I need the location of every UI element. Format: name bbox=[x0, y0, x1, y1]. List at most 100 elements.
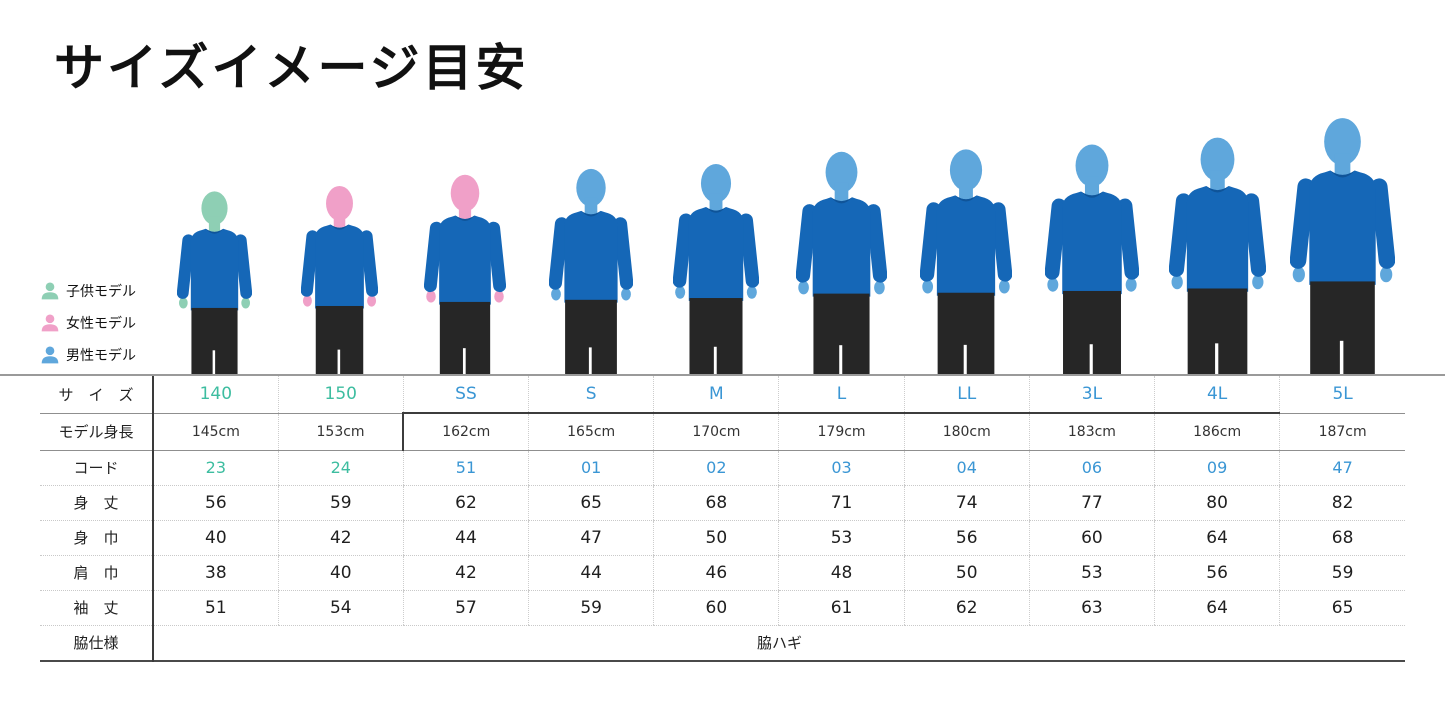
cell-body-width-col1: 42 bbox=[277, 520, 404, 556]
person-icon bbox=[41, 346, 59, 364]
cell-body-length-col0: 56 bbox=[153, 485, 279, 521]
page-title: サイズイメージ目安 bbox=[54, 39, 529, 97]
table-row-code: コード 23 24 51 01 02 03 04 06 09 47 bbox=[40, 450, 1405, 486]
cell-sleeve-length-col2: 57 bbox=[402, 590, 529, 626]
row-label-sleeve-length: 袖 丈 bbox=[40, 590, 154, 626]
cell-code-col7: 06 bbox=[1028, 450, 1155, 486]
cell-body-width-col0: 40 bbox=[153, 520, 279, 556]
cell-body-width-col8: 64 bbox=[1153, 520, 1280, 556]
cell-code-col3: 01 bbox=[528, 450, 654, 486]
row-label-size: サ イ ズ bbox=[40, 376, 154, 414]
cell-sleeve-length-col7: 63 bbox=[1028, 590, 1155, 626]
cell-size-col4: M bbox=[653, 376, 779, 414]
model-figure-graphic bbox=[1044, 144, 1139, 374]
table-row-body-length: 身 丈 56 59 62 65 68 71 74 77 80 82 bbox=[40, 485, 1405, 521]
model-figure-graphic bbox=[1289, 118, 1395, 374]
cell-model-height-col9: 187cm bbox=[1279, 413, 1405, 451]
model-figure-graphic bbox=[301, 185, 379, 374]
cell-size-col2: SS bbox=[402, 376, 529, 414]
cell-size-col8: 4L bbox=[1153, 376, 1280, 414]
cell-sleeve-length-col3: 59 bbox=[528, 590, 654, 626]
model-figure-150 bbox=[277, 0, 402, 374]
cell-sleeve-length-col5: 61 bbox=[778, 590, 905, 626]
cell-body-length-col1: 59 bbox=[277, 485, 404, 521]
cell-code-col6: 04 bbox=[903, 450, 1030, 486]
cell-model-height-col6: 180cm bbox=[903, 412, 1030, 451]
legend-item-label: 子供モデル bbox=[66, 284, 136, 300]
cell-shoulder-width-col9: 59 bbox=[1279, 555, 1405, 591]
cell-body-length-col7: 77 bbox=[1028, 485, 1155, 521]
model-figure-LL bbox=[904, 0, 1029, 374]
cell-model-height-col4: 170cm bbox=[653, 412, 779, 451]
model-figure-SS bbox=[403, 0, 528, 374]
cell-sleeve-length-col1: 54 bbox=[277, 590, 404, 626]
cell-model-height-col3: 165cm bbox=[528, 412, 654, 451]
cell-model-height-col2: 162cm bbox=[402, 412, 529, 451]
cell-body-width-col5: 53 bbox=[778, 520, 905, 556]
model-figure-graphic bbox=[920, 149, 1013, 374]
cell-body-length-col6: 74 bbox=[903, 485, 1030, 521]
cell-size-col1: 150 bbox=[277, 376, 404, 414]
cell-sleeve-length-col6: 62 bbox=[903, 590, 1030, 626]
cell-size-col9: 5L bbox=[1279, 376, 1405, 414]
cell-model-height-col8: 186cm bbox=[1153, 412, 1280, 451]
model-figure-L bbox=[779, 0, 904, 374]
models-stage: 子供モデル女性モデル男性モデル bbox=[0, 0, 1445, 376]
cell-body-width-col7: 60 bbox=[1028, 520, 1155, 556]
table-row-model-height: モデル身長 145cm 153cm 162cm 165cm 170cm 179cm 180cm… bbox=[40, 412, 1405, 451]
size-table: サ イ ズ 140 150 SS S M L LL 3L 4L 5L モデル身長 145cm 153cm 1… bbox=[40, 376, 1405, 662]
cell-body-length-col4: 68 bbox=[653, 485, 779, 521]
row-label-model-height: モデル身長 bbox=[40, 413, 154, 451]
model-figure-graphic bbox=[177, 191, 253, 374]
cell-body-length-col8: 80 bbox=[1153, 485, 1280, 521]
cell-model-height-col7: 183cm bbox=[1028, 412, 1155, 451]
legend-item-male: 男性モデル bbox=[40, 345, 152, 365]
table-row-size: サ イ ズ 140 150 SS S M L LL 3L 4L 5L bbox=[40, 376, 1405, 414]
cell-shoulder-width-col8: 56 bbox=[1153, 555, 1280, 591]
cell-shoulder-width-col2: 42 bbox=[402, 555, 529, 591]
cell-size-col5: L bbox=[778, 376, 905, 414]
cell-code-col4: 02 bbox=[653, 450, 779, 486]
cell-model-height-col1: 153cm bbox=[277, 413, 404, 451]
table-row-body-width: 身 巾 40 42 44 47 50 53 56 60 64 68 bbox=[40, 520, 1405, 556]
cell-body-length-col2: 62 bbox=[402, 485, 529, 521]
cell-shoulder-width-col1: 40 bbox=[277, 555, 404, 591]
model-figure-5L bbox=[1280, 0, 1405, 374]
cell-size-col7: 3L bbox=[1028, 376, 1155, 414]
cell-body-width-col4: 50 bbox=[653, 520, 779, 556]
model-figure-graphic bbox=[424, 174, 507, 374]
cell-sleeve-length-col4: 60 bbox=[653, 590, 779, 626]
cell-sleeve-length-col9: 65 bbox=[1279, 590, 1405, 626]
cell-body-width-col2: 44 bbox=[402, 520, 529, 556]
table-row-sleeve-length: 袖 丈 51 54 57 59 60 61 62 63 64 65 bbox=[40, 590, 1405, 626]
cell-body-length-col5: 71 bbox=[778, 485, 905, 521]
table-row-shoulder-width: 肩 巾 38 40 42 44 46 48 50 53 56 59 bbox=[40, 555, 1405, 591]
cell-shoulder-width-col6: 50 bbox=[903, 555, 1030, 591]
cell-shoulder-width-col3: 44 bbox=[528, 555, 654, 591]
person-icon bbox=[41, 282, 59, 300]
model-figure-graphic bbox=[548, 168, 633, 374]
cell-code-col9: 47 bbox=[1279, 450, 1405, 486]
cell-model-height-col0: 145cm bbox=[153, 413, 279, 451]
cell-body-length-col9: 82 bbox=[1279, 485, 1405, 521]
legend-item-label: 女性モデル bbox=[66, 316, 136, 332]
cell-sleeve-length-col8: 64 bbox=[1153, 590, 1280, 626]
model-figure-S bbox=[528, 0, 653, 374]
cell-code-col0: 23 bbox=[153, 450, 279, 486]
cell-code-col5: 03 bbox=[778, 450, 905, 486]
row-label-body-length: 身 丈 bbox=[40, 485, 154, 521]
cell-shoulder-width-col5: 48 bbox=[778, 555, 905, 591]
table-row-side-spec: 脇仕様 脇ハギ bbox=[40, 625, 1405, 662]
model-figure-140 bbox=[152, 0, 277, 374]
merged-cell-side-spec: 脇ハギ bbox=[153, 625, 1405, 662]
cell-body-length-col3: 65 bbox=[528, 485, 654, 521]
row-label-code: コード bbox=[40, 450, 154, 486]
model-legend: 子供モデル女性モデル男性モデル bbox=[40, 281, 152, 374]
size-table-body: サ イ ズ 140 150 SS S M L LL 3L 4L 5L モデル身長 145cm 153cm 1… bbox=[40, 376, 1405, 662]
cell-shoulder-width-col0: 38 bbox=[153, 555, 279, 591]
cell-shoulder-width-col7: 53 bbox=[1028, 555, 1155, 591]
cell-model-height-col5: 179cm bbox=[778, 412, 905, 451]
row-label-shoulder-width: 肩 巾 bbox=[40, 555, 154, 591]
cell-sleeve-length-col0: 51 bbox=[153, 590, 279, 626]
